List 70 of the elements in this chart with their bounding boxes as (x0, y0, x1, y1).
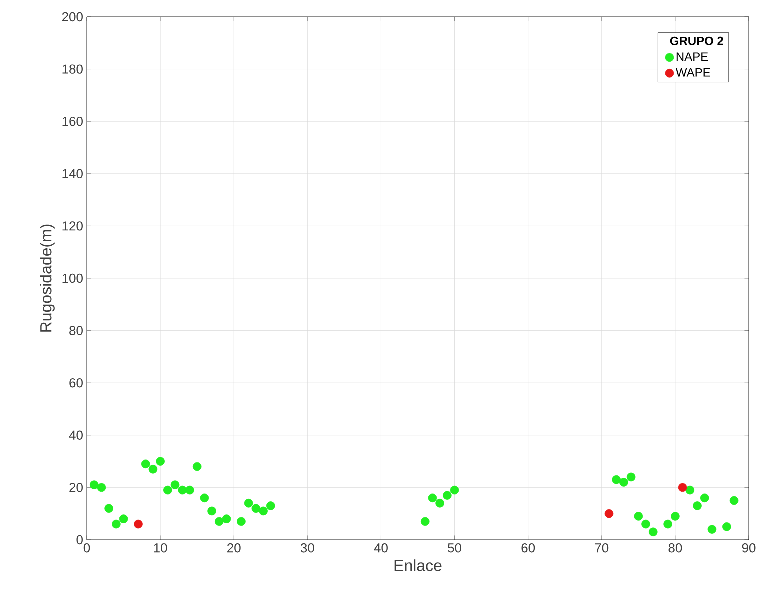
point (678, 483, 688, 492)
point (156, 457, 165, 466)
x-tick-label: 10 (154, 544, 168, 553)
y-tick-label: 140 (62, 169, 83, 178)
y-tick-label: 20 (70, 483, 83, 492)
point (252, 504, 261, 514)
point (215, 517, 224, 526)
point (164, 486, 172, 495)
point (722, 522, 732, 532)
x-tick-label: 50 (448, 544, 462, 553)
point (148, 464, 158, 474)
y-tick-label: 100 (62, 274, 83, 284)
point (119, 514, 128, 524)
x-tick-label: 20 (228, 544, 241, 553)
point (97, 483, 106, 492)
point (112, 520, 121, 529)
y-tick-label: 200 (62, 12, 83, 22)
point (634, 512, 644, 521)
point (708, 525, 717, 534)
legend-label: WAPE (676, 68, 710, 77)
point (648, 528, 658, 537)
point (700, 494, 710, 503)
point (443, 491, 452, 500)
x-tick-label: 90 (742, 544, 756, 553)
x-axis-title: Enlace (394, 560, 442, 572)
point (450, 486, 460, 495)
point (178, 486, 188, 495)
y-tick-label: 80 (70, 326, 83, 336)
point (420, 517, 430, 526)
point (259, 506, 268, 516)
y-tick-label: 40 (69, 430, 83, 440)
y-axis-title: Rugosidade(m) (40, 224, 55, 332)
x-tick-label: 0 (84, 544, 90, 553)
legend-label: NAPE (676, 52, 708, 62)
point (134, 520, 143, 529)
x-tick-label: 80 (668, 544, 682, 553)
point (620, 478, 628, 487)
point (642, 520, 650, 529)
point (730, 496, 739, 506)
y-tick-label: 160 (62, 116, 83, 126)
point (626, 472, 636, 482)
point (693, 502, 702, 510)
legend-title: GRUPO 2 (670, 36, 724, 46)
point (186, 486, 194, 495)
y-tick-label: 60 (70, 378, 83, 388)
point (222, 514, 232, 524)
x-tick-label: 60 (522, 544, 536, 553)
point (244, 498, 254, 508)
point (170, 480, 180, 490)
point (208, 506, 216, 516)
y-tick-label: 0 (76, 535, 83, 545)
point (436, 498, 444, 508)
point (200, 494, 210, 503)
point (686, 486, 695, 495)
point (604, 509, 614, 518)
x-tick-label: 30 (300, 544, 314, 553)
point (664, 520, 672, 529)
point (104, 504, 114, 514)
point (237, 517, 246, 526)
point (428, 494, 438, 503)
point (671, 512, 680, 521)
x-tick-label: 70 (595, 544, 609, 553)
point (612, 475, 621, 484)
y-tick-label: 120 (62, 222, 83, 231)
x-tick-label: 40 (374, 544, 388, 553)
point (266, 502, 276, 510)
point (90, 480, 99, 490)
y-tick-label: 180 (62, 64, 83, 74)
point (141, 460, 150, 469)
point (192, 462, 202, 472)
